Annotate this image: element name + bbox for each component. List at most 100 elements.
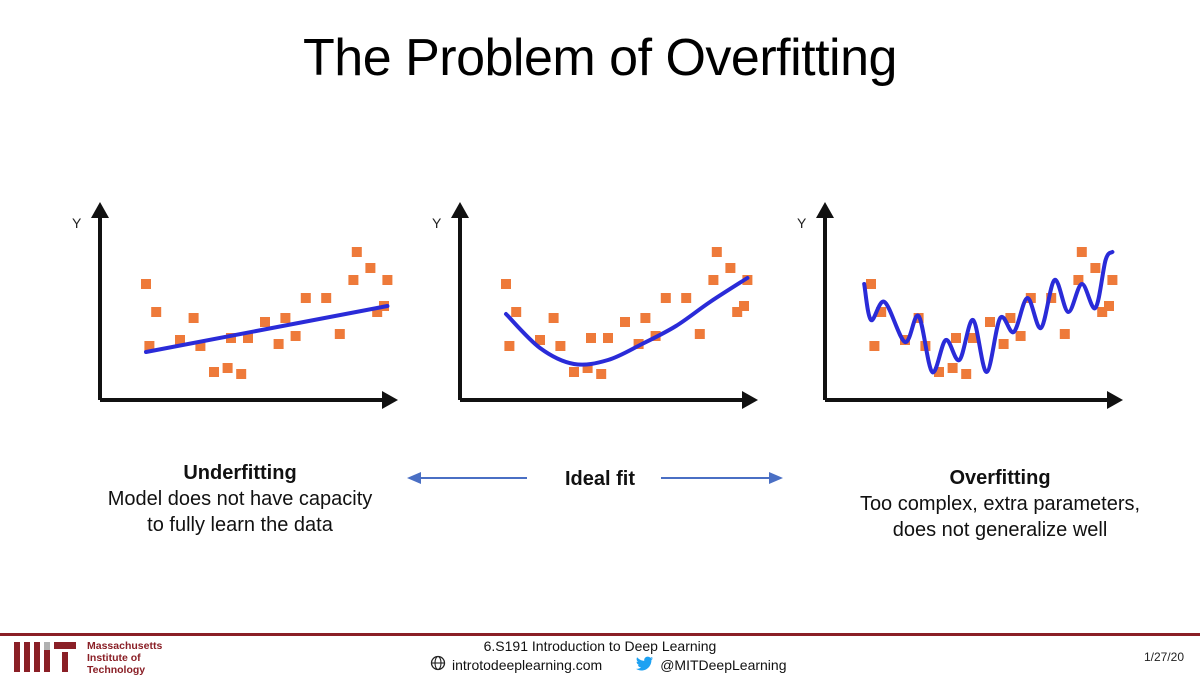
data-point (968, 333, 978, 343)
data-point (708, 275, 719, 285)
arrow-right-head-icon (769, 472, 783, 484)
data-point (144, 341, 155, 351)
data-point (548, 313, 559, 323)
data-point (365, 263, 376, 273)
course-title: 6.S191 Introduction to Deep Learning (483, 638, 717, 654)
data-point (273, 339, 284, 349)
data-point (236, 369, 247, 379)
data-point (876, 307, 887, 317)
data-point (866, 279, 876, 289)
ideal-fit-plot: Y (420, 200, 760, 425)
data-point (1025, 293, 1036, 303)
mit-wordmark-line1: Massachusetts (87, 640, 163, 652)
data-point (1076, 247, 1087, 257)
data-point (280, 313, 291, 323)
overfitting-desc-line1: Too complex, extra parameters, (859, 493, 1141, 515)
data-point (334, 329, 345, 339)
data-point (603, 333, 613, 343)
data-point (1046, 293, 1057, 303)
data-point (290, 331, 301, 341)
data-point (348, 275, 359, 285)
data-point (504, 341, 515, 351)
slide-title: The Problem of Overfitting (303, 29, 897, 87)
data-point (998, 339, 1009, 349)
underfitting-caption: Underfitting Model does not have capacit… (90, 460, 390, 538)
ideal-fit-label: Ideal fit (564, 468, 635, 490)
data-point (151, 307, 162, 317)
y-axis-arrow-icon (816, 202, 834, 218)
overfitting-heading: Overfitting (949, 467, 1051, 489)
data-point (569, 367, 579, 377)
y-axis-label: Y (797, 215, 807, 231)
data-point (222, 363, 233, 373)
data-point (582, 363, 593, 373)
data-point (985, 317, 995, 327)
overfitting-plot: Y (785, 200, 1125, 425)
data-point (596, 369, 607, 379)
data-point (243, 333, 253, 343)
data-point (586, 333, 596, 343)
mit-wordmark-line3: Technology (87, 664, 146, 676)
twitter-handle-link[interactable]: @MITDeepLearning (660, 656, 787, 673)
data-point (1107, 275, 1118, 285)
underfitting-heading: Underfitting (183, 462, 297, 484)
mit-wordmark-line2: Institute of (87, 652, 141, 664)
data-point (1090, 263, 1101, 273)
fit-line (862, 250, 1115, 375)
data-point (1005, 313, 1016, 323)
mit-logo-icon (14, 642, 76, 672)
data-point (511, 307, 522, 317)
slide-date: 1/27/20 (1143, 650, 1184, 664)
data-point (1073, 275, 1084, 285)
footer-divider (0, 633, 1200, 636)
website-link[interactable]: introtodeeplearning.com (452, 656, 603, 673)
data-point (947, 363, 958, 373)
overfitting-desc-line2: does not generalize well (892, 519, 1108, 541)
y-axis-arrow-icon (91, 202, 109, 218)
data-point (732, 307, 743, 317)
data-point (321, 293, 332, 303)
data-point (1097, 307, 1108, 317)
fit-line (504, 276, 750, 367)
x-axis-arrow-icon (382, 391, 398, 409)
footer-links: introtodeeplearning.com @MITDeepLearning (430, 655, 787, 674)
data-point (694, 329, 705, 339)
data-point (382, 275, 393, 285)
data-point (300, 293, 311, 303)
data-point (711, 247, 722, 257)
x-axis-arrow-icon (1107, 391, 1123, 409)
data-point (501, 279, 511, 289)
data-point (869, 341, 880, 351)
underfitting-desc-line1: Model does not have capacity (107, 488, 373, 510)
underfitting-chart-svg: Y (72, 202, 398, 409)
data-point (141, 279, 151, 289)
fit-line (144, 304, 390, 354)
data-point (555, 341, 566, 351)
ideal-fit-chart-svg: Y (432, 202, 758, 409)
data-point (961, 369, 972, 379)
twitter-bird-icon (636, 656, 654, 674)
y-axis-arrow-icon (451, 202, 469, 218)
data-point (351, 247, 362, 257)
data-point (739, 301, 749, 311)
data-point (260, 317, 270, 327)
data-point (951, 333, 961, 343)
y-axis-label: Y (432, 215, 442, 231)
data-point (195, 341, 206, 351)
data-point (1015, 331, 1026, 341)
data-point (226, 333, 236, 343)
data-point (175, 335, 185, 345)
mit-wordmark: Massachusetts Institute of Technology (87, 640, 162, 676)
arrow-left-head-icon (407, 472, 421, 484)
data-point (725, 263, 736, 273)
overfitting-chart-svg: Y (797, 202, 1123, 409)
overfitting-caption: Overfitting Too complex, extra parameter… (840, 465, 1160, 543)
data-point (660, 293, 671, 303)
globe-icon (430, 655, 446, 674)
data-point (934, 367, 944, 377)
double-arrow (407, 472, 783, 484)
underfitting-plot: Y (60, 200, 400, 425)
y-axis-label: Y (72, 215, 82, 231)
data-point (188, 313, 199, 323)
data-point (681, 293, 692, 303)
